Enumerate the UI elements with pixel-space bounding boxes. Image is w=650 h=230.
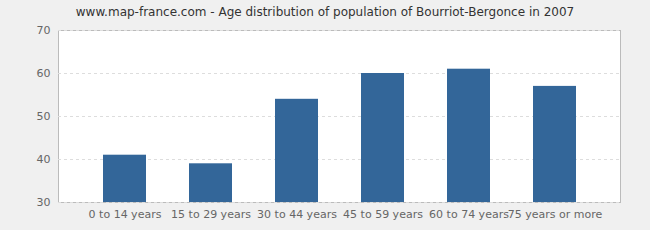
svg-text:0 to 14 years: 0 to 14 years [89, 208, 162, 221]
svg-text:30 to 44 years: 30 to 44 years [257, 208, 337, 221]
svg-text:75 years or more: 75 years or more [508, 208, 603, 221]
html-text:www.map-france.com - Age distr: www.map-france.com - Age distribution of… [75, 5, 575, 19]
svg-text:45 to 59 years: 45 to 59 years [343, 208, 423, 221]
svg-text:40: 40 [37, 153, 51, 166]
svg-text:70: 70 [37, 24, 51, 37]
svg-text:60: 60 [37, 67, 51, 80]
svg-text:50: 50 [37, 110, 51, 123]
svg-text:30: 30 [37, 196, 51, 209]
svg-text:15 to 29 years: 15 to 29 years [171, 208, 251, 221]
svg-text:60 to 74 years: 60 to 74 years [429, 208, 509, 221]
